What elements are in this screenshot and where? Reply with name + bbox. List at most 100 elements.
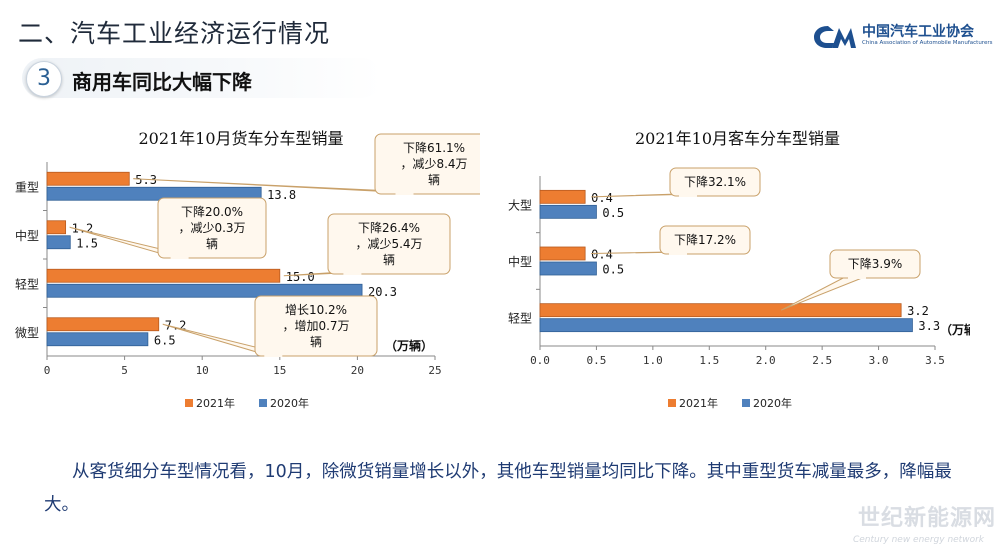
freight-x-tick-label: 0 (44, 364, 51, 377)
freight-callout-text: 下降26.4% (358, 221, 420, 235)
freight-legend-label: 2020年 (270, 396, 309, 410)
freight-bar (46, 220, 67, 235)
freight-legend-swatch (259, 399, 267, 407)
freight-callout-joint (264, 353, 283, 357)
freight-callout-joint (170, 255, 189, 259)
freight-category-label: 中型 (15, 228, 39, 243)
bus-category-label: 大型 (508, 198, 532, 212)
bus-bar (539, 204, 597, 219)
page-title: 二、汽车工业经济运行情况 (18, 19, 331, 48)
bus-x-tick-label: 0.5 (586, 354, 606, 367)
freight-legend-swatch (185, 399, 193, 407)
freight-category-label: 重型 (15, 180, 39, 194)
freight-legend-label: 2021年 (196, 396, 235, 410)
section-title: 商用车同比大幅下降 (72, 70, 252, 94)
bus-callout-joint (679, 193, 697, 197)
bus-bar-value-label: 0.4 (591, 248, 613, 262)
freight-bar (46, 171, 130, 186)
freight-callout: 下降26.4% ，减少5.4万辆 (283, 213, 451, 277)
bus-callout: 下降3.9% (780, 249, 921, 311)
freight-bar (46, 268, 281, 283)
freight-x-tick-label: 5 (121, 364, 128, 377)
bus-category-label: 轻型 (508, 312, 532, 326)
section-number: 3 (26, 61, 62, 97)
bus-callout: 下降32.1% (591, 167, 761, 198)
bus-callout-box (669, 167, 761, 197)
bus-bar (539, 318, 913, 333)
bus-callout-text: 下降17.2% (674, 233, 736, 247)
freight-unit-label: （万辆） (385, 338, 433, 353)
freight-callout-joint (395, 191, 414, 195)
freight-callout-text: ，增加0.7万 (282, 319, 349, 333)
logo-text-en: China Association of Automobile Manufact… (862, 40, 993, 46)
freight-bar-value-label: 20.3 (368, 285, 397, 299)
freight-bar-value-label: 6.5 (154, 333, 176, 347)
freight-bar-value-label: 1.5 (76, 236, 98, 250)
freight-x-tick-label: 15 (273, 364, 286, 377)
bus-callout-text: 下降3.9% (848, 257, 903, 271)
bus-chart-title: 2021年10月客车分车型销量 (635, 129, 840, 148)
freight-bar (46, 317, 160, 332)
freight-x-tick-label: 10 (196, 364, 209, 377)
freight-callout-text: ，减少8.4万 (400, 157, 467, 171)
freight-callout-text: 辆 (383, 253, 395, 267)
freight-callout-box (157, 197, 267, 259)
bus-legend-swatch (668, 399, 676, 407)
freight-callout-text: 下降20.0% (181, 205, 243, 219)
freight-category-label: 轻型 (15, 277, 39, 291)
summary-text: 从客货细分车型情况看，10月，除微货销量增长以外，其他车型销量均同比下降。其中重… (44, 462, 952, 515)
logo-text-cn: 中国汽车工业协会 (862, 24, 974, 40)
bus-bar-value-label: 3.2 (907, 304, 929, 318)
freight-x-tick-label: 20 (351, 364, 364, 377)
freight-bar-value-label: 15.0 (286, 270, 315, 284)
caam-logo-icon (814, 26, 856, 48)
bus-bar-value-label: 0.4 (591, 191, 613, 205)
bus-x-tick-label: 0.0 (530, 354, 550, 367)
watermark-text: 世纪新能源网 (857, 506, 996, 531)
bus-x-tick-label: 1.0 (643, 354, 663, 367)
bus-callout-joint (848, 275, 866, 279)
freight-bar (46, 186, 262, 201)
freight-callout: 增长10.2% ，增加0.7万辆 (162, 295, 378, 357)
bus-callout-box (659, 225, 751, 255)
bus-x-tick-label: 3.0 (869, 354, 889, 367)
freight-callout-text: 辆 (428, 173, 440, 187)
freight-chart-title: 2021年10月货车分车型销量 (138, 129, 343, 148)
freight-callout: 下降61.1% ，减少8.4万辆 (133, 133, 480, 195)
freight-callout-text: ，减少5.4万 (355, 237, 422, 251)
freight-callout-text: 辆 (206, 237, 218, 251)
bus-x-tick-label: 2.5 (812, 354, 832, 367)
bus-legend-label: 2020年 (753, 396, 792, 410)
bus-x-tick-label: 3.5 (925, 354, 945, 367)
bus-legend-swatch (742, 399, 750, 407)
freight-bar (46, 235, 71, 250)
bus-callout-box (829, 249, 921, 279)
bus-callout: 下降17.2% (591, 225, 751, 255)
bus-x-tick-label: 1.5 (699, 354, 719, 367)
bus-callout-joint (669, 251, 687, 255)
bus-bar (539, 303, 902, 318)
section-bar (22, 58, 382, 98)
freight-callout: 下降20.0% ，减少0.3万辆 (69, 197, 267, 259)
bus-bar-value-label: 0.5 (602, 263, 624, 277)
bus-category-label: 中型 (508, 254, 532, 269)
freight-bar-value-label: 13.8 (267, 188, 296, 202)
freight-x-tick-label: 25 (428, 364, 441, 377)
caam-logo: 中国汽车工业协会 China Association of Automobile… (812, 20, 992, 54)
bus-bar-value-label: 3.3 (918, 319, 940, 333)
bus-callout-text: 下降32.1% (684, 175, 746, 189)
freight-callout-text: 增长10.2% (285, 303, 347, 317)
bus-chart: 2021年10月客车分车型销量 0.0 0.5 1.0 1.5 2.0 2.5 3.0 3.5 大… (508, 129, 970, 410)
watermark-subtext: Century new energy network (852, 535, 984, 545)
bus-x-tick-label: 2.0 (756, 354, 776, 367)
bus-bar (539, 246, 586, 261)
freight-category-label: 微型 (15, 326, 39, 340)
freight-bar (46, 332, 149, 347)
freight-callout-box (374, 133, 480, 195)
freight-callout-text: 下降61.1% (403, 141, 465, 155)
bus-legend-label: 2021年 (679, 396, 718, 410)
freight-callout-box (254, 295, 378, 357)
bus-bar (539, 261, 597, 276)
bus-bar-value-label: 0.5 (602, 206, 624, 220)
